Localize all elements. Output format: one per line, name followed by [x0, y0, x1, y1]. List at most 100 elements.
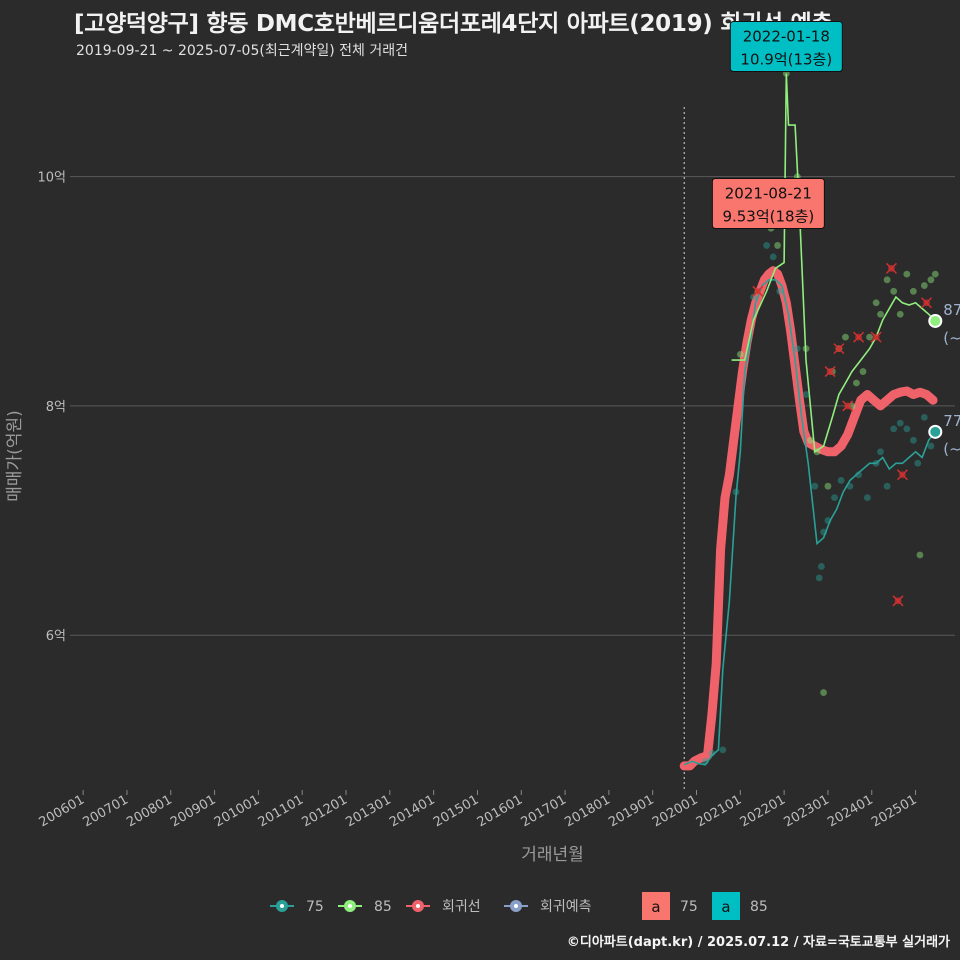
- cancelled-mark: [892, 595, 904, 607]
- point-85: [813, 448, 821, 456]
- point-85: [903, 270, 911, 278]
- point-75: [890, 425, 898, 433]
- cancelled-mark: [920, 297, 933, 309]
- point-85: [890, 287, 898, 295]
- credit-text: ©디아파트(dapt.kr) / 2025.07.12 / 자료=국토교통부 실…: [566, 935, 950, 950]
- x-tick-label: 202101: [694, 792, 744, 830]
- point-75: [896, 419, 904, 427]
- point-75: [837, 477, 845, 484]
- point-75: [909, 436, 917, 444]
- annotation-date: 2021-08-21: [725, 185, 812, 203]
- annotation-box: [729, 20, 843, 72]
- cancelled-mark: [752, 285, 764, 297]
- point-85: [872, 299, 880, 307]
- x-tick-label: 202001: [650, 792, 700, 830]
- point-85: [802, 345, 810, 353]
- point-75: [846, 482, 854, 490]
- point-75: [820, 528, 827, 536]
- point-85: [824, 482, 832, 490]
- point-75: [927, 442, 935, 450]
- x-tick-label: 202401: [825, 792, 875, 830]
- legend-dot-center[interactable]: [280, 904, 284, 908]
- point-75: [817, 563, 825, 570]
- x-tick-label: 201501: [431, 792, 481, 830]
- end-unit-75: (~75㎡): [943, 440, 960, 458]
- point-85: [842, 333, 849, 341]
- point-75: [701, 757, 709, 765]
- y-axis-ticks: 6억 8억 10억: [37, 171, 66, 645]
- point-75: [811, 482, 819, 490]
- point-75: [750, 293, 757, 301]
- cancelled-mark: [853, 331, 865, 343]
- cancelled-mark: [885, 262, 898, 274]
- point-75: [824, 517, 832, 524]
- x-tick-label: 201401: [387, 792, 437, 830]
- legend-key-letter[interactable]: a: [721, 898, 730, 916]
- end-point-75: [928, 424, 943, 439]
- cancelled-mark: [833, 343, 845, 355]
- legend-key-letter[interactable]: a: [651, 898, 660, 916]
- point-85: [896, 310, 904, 318]
- legend-label[interactable]: 회귀예측: [540, 899, 592, 915]
- y-tick-label: 10억: [37, 171, 66, 186]
- end-value-85: 87,414: [943, 301, 960, 319]
- x-tick-label: 200801: [124, 792, 174, 830]
- point-85: [859, 368, 867, 375]
- x-tick-label: 201701: [519, 792, 569, 830]
- point-75: [802, 391, 810, 398]
- point-75: [776, 287, 784, 295]
- point-75: [855, 471, 863, 479]
- series-lines: [679, 73, 938, 771]
- end-unit-85: (~85㎡): [943, 329, 960, 347]
- annotation-value: 9.53억(18층): [722, 208, 814, 226]
- cancelled-mark: [824, 366, 836, 378]
- x-tick-label: 202201: [738, 792, 788, 830]
- point-85: [920, 282, 928, 289]
- x-tick-label: 201801: [562, 792, 612, 830]
- legend-dot-center[interactable]: [514, 904, 518, 908]
- cancelled-mark: [842, 400, 854, 412]
- series-line-75: [683, 279, 936, 766]
- legend-label[interactable]: 75: [306, 899, 324, 915]
- point-85: [931, 270, 939, 278]
- point-75: [793, 345, 801, 353]
- x-tick-label: 202301: [781, 792, 831, 830]
- x-tick-label: 201001: [212, 792, 262, 830]
- x-tick-label: 202501: [869, 792, 919, 830]
- point-85: [916, 551, 924, 559]
- legend-key-label[interactable]: 75: [680, 899, 698, 915]
- legend-key-box[interactable]: [712, 892, 740, 920]
- x-tick-label: 201101: [256, 792, 306, 830]
- legend-dot-center[interactable]: [416, 904, 420, 908]
- legend-key-label[interactable]: 85: [750, 899, 768, 915]
- point-75: [719, 746, 727, 754]
- annotations: 2021-08-21 9.53억(18층) 2022-01-18 10.9억(13층): [711, 20, 843, 230]
- annotation-box: [711, 178, 825, 230]
- point-85: [927, 276, 935, 284]
- y-axis-title: 매매가(억원): [5, 410, 25, 501]
- chart-subtitle: 2019-09-21 ~ 2025-07-05(최근계약일) 전체 거래건: [76, 43, 408, 59]
- y-tick-label: 8억: [46, 400, 66, 415]
- x-tick-label: 201301: [343, 792, 393, 830]
- grid-lines: [70, 107, 955, 790]
- y-tick-label: 6억: [46, 629, 66, 644]
- point-75: [877, 448, 884, 456]
- cancelled-mark: [896, 469, 908, 481]
- x-tick-label: 200701: [80, 792, 130, 830]
- legend-key-box[interactable]: [642, 892, 670, 920]
- point-85: [909, 287, 917, 295]
- point-75: [708, 749, 716, 757]
- point-75: [831, 494, 838, 502]
- legend-label[interactable]: 85: [374, 899, 392, 915]
- point-75: [769, 253, 777, 261]
- annotation-label: 2021-08-21 9.53억(18층): [711, 178, 825, 230]
- series-line-85: [731, 73, 936, 454]
- cancelled-mark: [870, 331, 882, 343]
- legend-dot-center[interactable]: [348, 904, 352, 908]
- point-75: [883, 482, 891, 490]
- point-85: [736, 350, 744, 358]
- point-75: [903, 425, 911, 433]
- annotation-date: 2022-01-18: [743, 27, 830, 45]
- x-tick-label: 201201: [300, 792, 350, 830]
- legend-label[interactable]: 회귀선: [442, 899, 481, 915]
